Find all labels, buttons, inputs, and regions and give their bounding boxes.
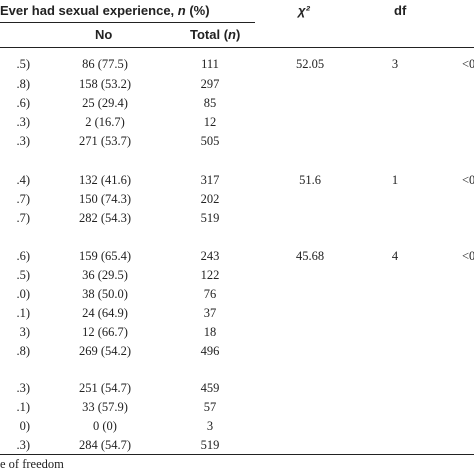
row-fragment: .6) xyxy=(16,96,30,110)
no-cell: 269 (54.2) xyxy=(78,344,132,358)
no-cell: 132 (41.6) xyxy=(78,173,132,187)
total-cell: 76 xyxy=(203,287,217,301)
header-df: df xyxy=(394,3,407,18)
no-cell: 86 (77.5) xyxy=(82,57,128,71)
total-cell: 18 xyxy=(203,325,217,339)
df-cell: 1 xyxy=(391,173,399,187)
p-value-cell: <0 xyxy=(462,249,474,263)
no-cell: 251 (54.7) xyxy=(78,381,132,395)
row-fragment: 3) xyxy=(19,325,30,339)
row-fragment: .5) xyxy=(16,268,30,282)
row-fragment: .4) xyxy=(16,173,30,187)
df-cell: 3 xyxy=(391,57,399,71)
total-cell: 519 xyxy=(200,211,220,225)
chi-square-cell: 51.6 xyxy=(299,173,321,187)
total-cell: 297 xyxy=(200,77,220,91)
total-cell: 505 xyxy=(200,134,220,148)
row-fragment: .3) xyxy=(16,115,30,129)
no-cell: 38 (50.0) xyxy=(82,287,128,301)
total-cell: 459 xyxy=(200,381,220,395)
header-ever-had: Ever had sexual experience, n (%) xyxy=(0,3,210,18)
row-fragment: .3) xyxy=(16,134,30,148)
row-fragment: .8) xyxy=(16,77,30,91)
row-fragment: 0) xyxy=(19,419,30,433)
header-chi-square: χ² xyxy=(298,3,310,18)
total-cell: 243 xyxy=(200,249,220,263)
no-cell: 0 (0) xyxy=(93,419,117,433)
row-fragment: .0) xyxy=(16,287,30,301)
p-value-cell: <0 xyxy=(462,173,474,187)
total-cell: 57 xyxy=(203,400,217,414)
no-cell: 158 (53.2) xyxy=(78,77,132,91)
header-no: No xyxy=(95,27,113,42)
no-cell: 33 (57.9) xyxy=(82,400,128,414)
total-cell: 111 xyxy=(201,57,219,71)
no-cell: 284 (54.7) xyxy=(78,438,132,452)
row-fragment: .1) xyxy=(16,306,30,320)
row-fragment: .7) xyxy=(16,211,30,225)
row-fragment: .8) xyxy=(16,344,30,358)
chi-square-cell: 45.68 xyxy=(295,249,325,263)
header-rule xyxy=(0,22,255,23)
total-cell: 202 xyxy=(200,192,220,206)
no-cell: 282 (54.3) xyxy=(78,211,132,225)
df-cell: 4 xyxy=(391,249,399,263)
total-cell: 519 xyxy=(200,438,220,452)
no-cell: 2 (16.7) xyxy=(85,115,125,129)
header-bottom-rule xyxy=(0,47,474,48)
no-cell: 24 (64.9) xyxy=(82,306,128,320)
p-value-cell: <0 xyxy=(462,57,474,71)
no-cell: 36 (29.5) xyxy=(82,268,128,282)
no-cell: 159 (65.4) xyxy=(78,249,132,263)
total-cell: 3 xyxy=(206,419,214,433)
table-bottom-rule xyxy=(0,454,474,455)
row-fragment: .6) xyxy=(16,249,30,263)
row-fragment: .7) xyxy=(16,192,30,206)
total-cell: 12 xyxy=(203,115,217,129)
total-cell: 122 xyxy=(200,268,220,282)
footnote: e of freedom xyxy=(0,457,64,471)
row-fragment: .3) xyxy=(16,438,30,452)
row-fragment: .1) xyxy=(16,400,30,414)
row-fragment: .3) xyxy=(16,381,30,395)
no-cell: 25 (29.4) xyxy=(82,96,128,110)
row-fragment: .5) xyxy=(16,57,30,71)
total-cell: 496 xyxy=(200,344,220,358)
total-cell: 37 xyxy=(203,306,217,320)
total-cell: 85 xyxy=(203,96,217,110)
total-cell: 317 xyxy=(200,173,220,187)
no-cell: 271 (53.7) xyxy=(78,134,132,148)
chi-square-cell: 52.05 xyxy=(295,57,325,71)
no-cell: 150 (74.3) xyxy=(78,192,132,206)
header-total: Total (n) xyxy=(190,27,241,42)
no-cell: 12 (66.7) xyxy=(82,325,128,339)
